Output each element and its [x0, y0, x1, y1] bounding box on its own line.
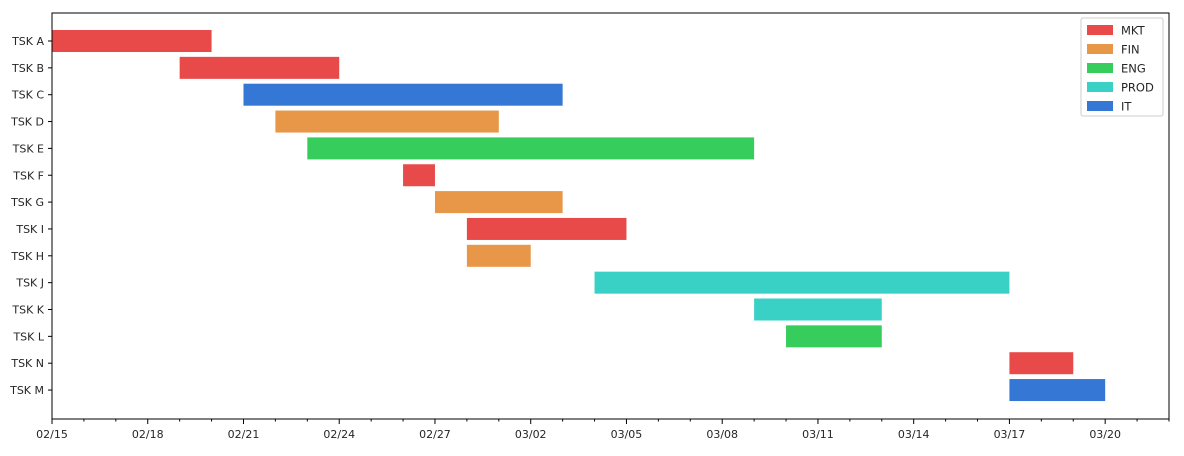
y-tick-label-tsk-f: TSK F — [12, 169, 44, 182]
legend-swatch-it — [1087, 101, 1113, 111]
y-tick-label-tsk-a: TSK A — [11, 35, 44, 48]
x-tick-label: 02/27 — [419, 428, 451, 441]
x-tick-label: 02/18 — [132, 428, 164, 441]
bar-tsk-c — [243, 83, 563, 106]
y-axis: TSK A TSK B TSK C TSK D TSK E TSK F TSK G TSK I… — [9, 35, 52, 397]
y-tick-label-tsk-g: TSK G — [10, 196, 44, 209]
legend-label-fin: FIN — [1121, 43, 1140, 57]
legend-label-mkt: MKT — [1121, 24, 1146, 38]
bar-tsk-j — [594, 271, 1010, 294]
y-tick-label-tsk-b: TSK B — [11, 62, 44, 75]
axes-frame — [51, 12, 1170, 420]
y-tick-label-tsk-c: TSK C — [11, 89, 44, 102]
x-tick-label: 03/14 — [898, 428, 930, 441]
x-tick-label: 02/21 — [228, 428, 260, 441]
x-tick-label: 03/11 — [802, 428, 834, 441]
bar-tsk-d — [275, 110, 499, 133]
bar-tsk-n — [1009, 352, 1074, 375]
x-tick-label: 02/24 — [323, 428, 355, 441]
y-tick-label-tsk-j: TSK J — [15, 277, 44, 290]
bar-tsk-l — [786, 325, 882, 348]
x-tick-label: 03/17 — [994, 428, 1026, 441]
y-tick-label-tsk-e: TSK E — [12, 142, 44, 155]
legend-swatch-mkt — [1087, 25, 1113, 35]
bar-tsk-m — [1009, 379, 1106, 402]
y-tick-label-tsk-n: TSK N — [10, 357, 44, 370]
y-tick-label-tsk-i: TSK I — [15, 223, 44, 236]
y-tick-label-tsk-m: TSK M — [9, 384, 44, 397]
bars-layer — [52, 30, 1106, 402]
x-tick-label: 02/15 — [36, 428, 68, 441]
legend-label-eng: ENG — [1121, 62, 1146, 76]
x-tick-label: 03/20 — [1089, 428, 1121, 441]
bar-tsk-g — [434, 191, 563, 214]
x-axis: 02/15 02/18 02/21 02/24 02/27 03/02 03/05 03/08… — [36, 419, 1170, 441]
bar-tsk-b — [179, 56, 340, 79]
bar-tsk-a — [52, 30, 212, 52]
y-tick-label-tsk-h: TSK H — [10, 250, 44, 263]
y-tick-label-tsk-l: TSK L — [12, 330, 44, 343]
bar-tsk-e — [307, 137, 755, 160]
x-tick-label: 03/08 — [706, 428, 738, 441]
legend-swatch-fin — [1087, 44, 1113, 54]
x-tick-label: 03/05 — [611, 428, 643, 441]
legend-label-it: IT — [1121, 100, 1132, 114]
bar-tsk-f — [403, 164, 435, 187]
legend-swatch-eng — [1087, 63, 1113, 73]
bar-tsk-k — [754, 298, 882, 321]
y-tick-label-tsk-k: TSK K — [11, 304, 44, 317]
bar-tsk-h — [466, 244, 531, 267]
legend: MKT FIN ENG PROD IT — [1080, 17, 1164, 117]
legend-swatch-prod — [1087, 82, 1113, 92]
bar-tsk-i — [466, 217, 627, 240]
x-tick-label: 03/02 — [515, 428, 547, 441]
legend-label-prod: PROD — [1121, 81, 1154, 95]
y-tick-label-tsk-d: TSK D — [10, 116, 44, 129]
